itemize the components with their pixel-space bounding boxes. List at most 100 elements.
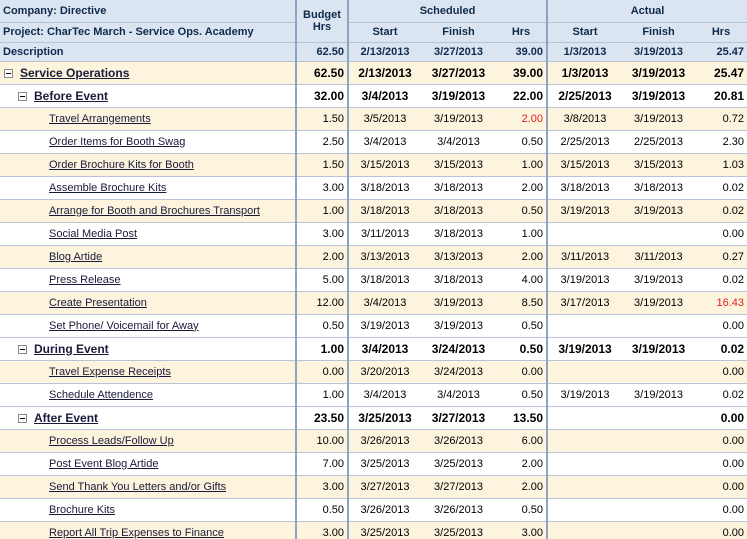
act-hrs-cell: 0.00 [695,429,747,453]
description-cell: Schedule Attendence [0,383,296,407]
act-finish-cell: 3/19/2013 [622,337,696,361]
budget-hrs-cell: 5.00 [295,268,348,292]
description-cell: Assemble Brochure Kits [0,176,296,200]
description-cell: Post Event Blog Artide [0,452,296,476]
task-link[interactable]: Report All Trip Expenses to Finance [49,526,224,539]
sched-start-cell: 3/25/2013 [347,521,421,539]
task-link[interactable]: Travel Expense Receipts [49,365,171,378]
sched-start-cell: 3/25/2013 [347,406,421,430]
description-cell: Process Leads/Follow Up [0,429,296,453]
task-link[interactable]: Arrange for Booth and Brochures Transpor… [49,204,260,217]
sched-finish-cell: 3/19/2013 [421,84,496,108]
sched-hrs-cell: 8.50 [496,291,548,315]
sched-hrs-cell: 0.50 [496,199,548,223]
sched-start-cell: 3/19/2013 [347,314,421,338]
act-hrs-cell: 1.03 [695,153,747,177]
group-link[interactable]: Service Operations [20,65,130,80]
sched-start-cell: 3/4/2013 [347,84,421,108]
sched-hrs-cell: 0.50 [496,314,548,338]
act-hrs-cell: 25.47 [695,61,747,85]
sched-start-cell: 3/18/2013 [347,176,421,200]
task-link[interactable]: Order Items for Booth Swag [49,135,186,148]
sched-hrs-header: Hrs [496,22,548,43]
sched-finish-cell: 3/4/2013 [421,130,496,154]
sched-start-cell: 2/13/2013 [347,61,421,85]
act-hrs-cell: 0.00 [695,314,747,338]
budget-hrs-cell: 32.00 [295,84,348,108]
sched-hrs-cell: 2.00 [496,475,548,499]
collapse-minus-icon[interactable] [18,413,27,423]
act-start-cell: 2/25/2013 [546,130,623,154]
task-link[interactable]: Post Event Blog Artide [49,457,159,470]
sched-start-cell: 3/27/2013 [347,475,421,499]
task-link[interactable]: Send Thank You Letters and/or Gifts [49,480,227,493]
act-hrs-cell: 20.81 [695,84,747,108]
sched-finish-cell: 3/18/2013 [421,176,496,200]
task-link[interactable]: Set Phone/ Voicemail for Away [49,319,199,332]
group-link[interactable]: During Event [34,341,109,356]
group-link[interactable]: After Event [34,410,99,425]
sched-start-cell: 3/13/2013 [347,245,421,269]
sched-hrs-cell: 2.00 [496,107,548,131]
budget-header-line1: Budget [303,8,341,21]
collapse-minus-icon[interactable] [18,91,27,101]
task-link[interactable]: Brochure Kits [49,503,116,516]
task-link[interactable]: Order Brochure Kits for Booth [49,158,194,171]
description-cell: Press Release [0,268,296,292]
table-row: Brochure Kits 0.50 3/26/2013 3/26/2013 0.50 0… [0,498,747,522]
sched-hrs-cell: 2.00 [496,176,548,200]
description-cell: After Event [0,406,296,430]
sched-finish-cell: 3/26/2013 [421,498,496,522]
budget-hrs-cell: 2.50 [295,130,348,154]
table-row: Schedule Attendence 1.00 3/4/2013 3/4/2013 0… [0,383,747,407]
budget-hrs-cell: 23.50 [295,406,348,430]
act-hrs-cell: 0.00 [695,406,747,430]
act-hrs-cell: 0.02 [695,383,747,407]
description-cell: Blog Artide [0,245,296,269]
task-link[interactable]: Create Presentation [49,296,147,309]
description-cell: Travel Arrangements [0,107,296,131]
act-start-cell: 3/17/2013 [546,291,623,315]
group-link[interactable]: Before Event [34,88,109,103]
task-link[interactable]: Assemble Brochure Kits [49,181,167,194]
act-start-cell: 3/19/2013 [546,268,623,292]
task-link[interactable]: Social Media Post [49,227,138,240]
sched-finish-cell: 3/27/2013 [421,475,496,499]
task-link[interactable]: Process Leads/Follow Up [49,434,174,447]
company-label: Company: Directive [0,0,296,23]
act-start-cell: 2/25/2013 [546,84,623,108]
budget-hrs-cell: 62.50 [295,61,348,85]
sched-start-cell: 3/11/2013 [347,222,421,246]
description-header: Description [0,42,296,62]
sched-finish-cell: 3/19/2013 [421,314,496,338]
act-start-cell: 1/3/2013 [546,61,623,85]
description-cell: During Event [0,337,296,361]
budget-hrs-cell: 0.00 [295,360,348,384]
act-finish-cell [622,521,696,539]
group-row: During Event 1.00 3/4/2013 3/24/2013 0.50 3/1… [0,337,747,361]
collapse-minus-icon[interactable] [18,344,27,354]
sched-start-cell: 3/15/2013 [347,153,421,177]
description-cell: Create Presentation [0,291,296,315]
collapse-minus-icon[interactable] [4,68,13,78]
description-cell: Before Event [0,84,296,108]
act-finish-cell [622,360,696,384]
act-start-cell: 3/15/2013 [546,153,623,177]
description-cell: Social Media Post [0,222,296,246]
scheduled-header: Scheduled [346,0,548,23]
sched-hrs-cell: 0.50 [496,383,548,407]
task-link[interactable]: Blog Artide [49,250,103,263]
description-cell: Arrange for Booth and Brochures Transpor… [0,199,296,223]
budget-hrs-header: Budget Hrs [295,0,348,43]
sched-start-cell: 3/4/2013 [347,337,421,361]
task-link[interactable]: Schedule Attendence [49,388,153,401]
act-finish-cell: 3/19/2013 [622,268,696,292]
task-link[interactable]: Travel Arrangements [49,112,151,125]
act-finish-cell: 3/19/2013 [622,84,696,108]
act-start-header: Start [546,22,623,43]
total-act-hrs: 25.47 [695,42,747,62]
task-link[interactable]: Press Release [49,273,121,286]
act-hrs-cell: 0.00 [695,452,747,476]
sched-start-cell: 3/4/2013 [347,291,421,315]
grid-body: Service Operations 62.50 2/13/2013 3/27/201… [0,61,747,539]
